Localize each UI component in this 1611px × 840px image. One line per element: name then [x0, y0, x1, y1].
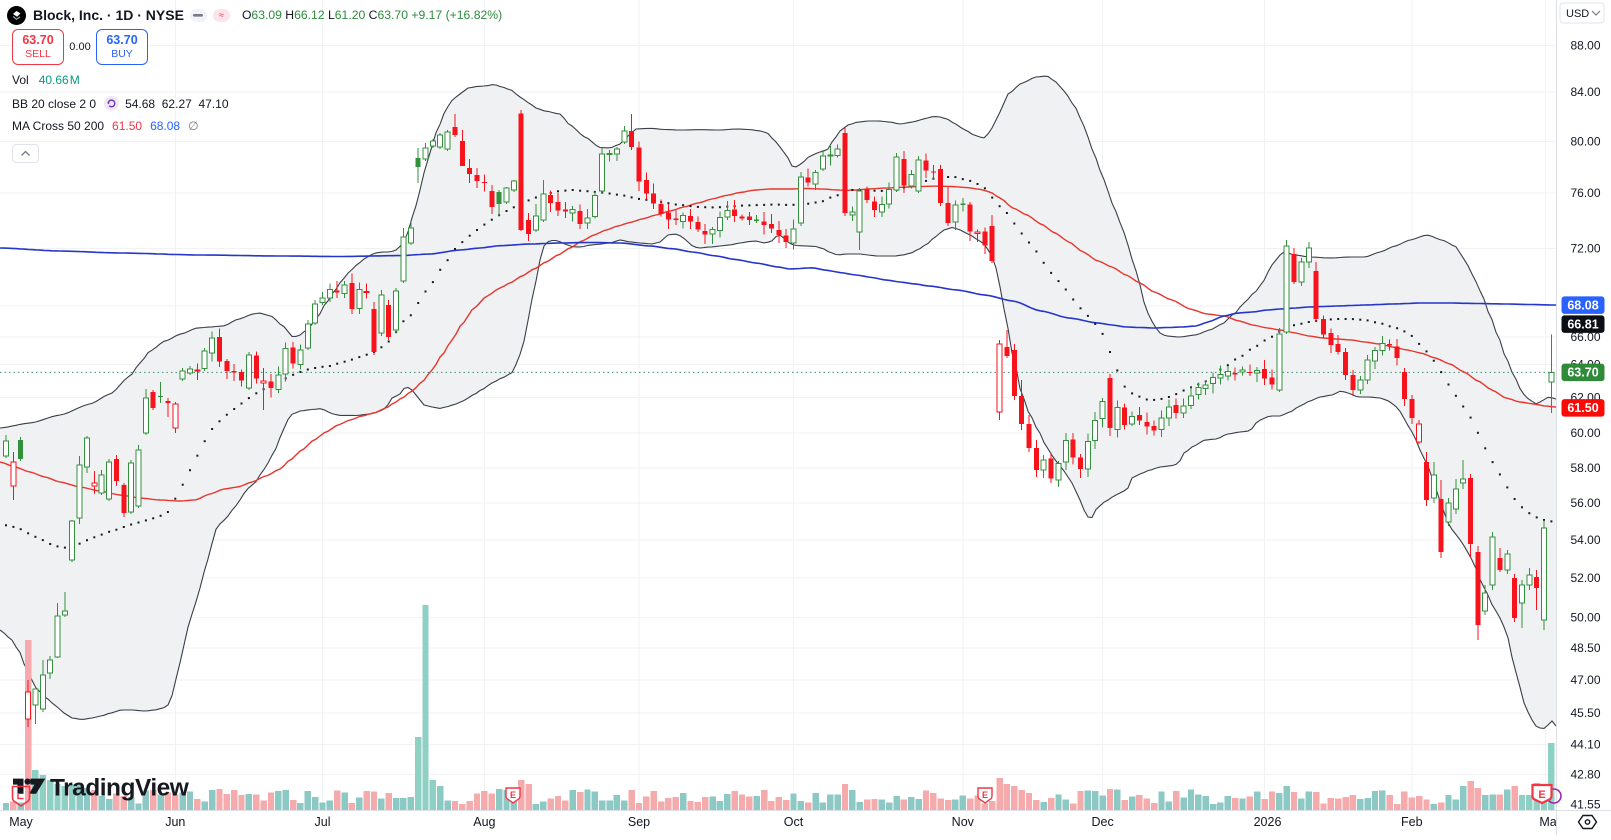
- svg-text:76.00: 76.00: [1571, 186, 1601, 200]
- svg-text:61.50: 61.50: [1567, 401, 1598, 415]
- svg-text:E: E: [1538, 789, 1545, 801]
- svg-text:E: E: [510, 790, 516, 800]
- svg-text:68.08: 68.08: [1567, 298, 1598, 312]
- svg-text:63.70: 63.70: [1567, 366, 1598, 380]
- svg-text:44.10: 44.10: [1571, 738, 1601, 752]
- svg-text:Sep: Sep: [628, 815, 650, 829]
- svg-text:TradingView: TradingView: [50, 775, 190, 802]
- svg-text:E: E: [982, 790, 988, 800]
- svg-text:56.00: 56.00: [1571, 496, 1601, 510]
- svg-text:41.55: 41.55: [1571, 798, 1601, 812]
- svg-text:48.50: 48.50: [1571, 641, 1601, 655]
- svg-text:88.00: 88.00: [1571, 38, 1601, 52]
- svg-text:66.81: 66.81: [1567, 317, 1598, 331]
- svg-text:47.00: 47.00: [1571, 673, 1601, 687]
- svg-text:66.00: 66.00: [1571, 330, 1601, 344]
- svg-text:May: May: [9, 815, 33, 829]
- svg-text:Jun: Jun: [165, 815, 185, 829]
- svg-text:Ma: Ma: [1539, 815, 1556, 829]
- svg-text:Oct: Oct: [784, 815, 804, 829]
- svg-text:Dec: Dec: [1091, 815, 1113, 829]
- svg-text:54.00: 54.00: [1571, 533, 1601, 547]
- svg-text:Jul: Jul: [315, 815, 331, 829]
- svg-text:50.00: 50.00: [1571, 610, 1601, 624]
- svg-text:60.00: 60.00: [1571, 426, 1601, 440]
- svg-text:42.80: 42.80: [1571, 768, 1601, 782]
- svg-text:80.00: 80.00: [1571, 134, 1601, 148]
- svg-text:USD: USD: [1566, 8, 1589, 20]
- svg-text:Feb: Feb: [1401, 815, 1423, 829]
- svg-text:2026: 2026: [1254, 815, 1282, 829]
- svg-text:52.00: 52.00: [1571, 571, 1601, 585]
- svg-text:58.00: 58.00: [1571, 461, 1601, 475]
- svg-text:Aug: Aug: [473, 815, 495, 829]
- svg-text:72.00: 72.00: [1571, 241, 1601, 255]
- svg-text:45.50: 45.50: [1571, 706, 1601, 720]
- svg-text:84.00: 84.00: [1571, 85, 1601, 99]
- svg-text:Nov: Nov: [952, 815, 975, 829]
